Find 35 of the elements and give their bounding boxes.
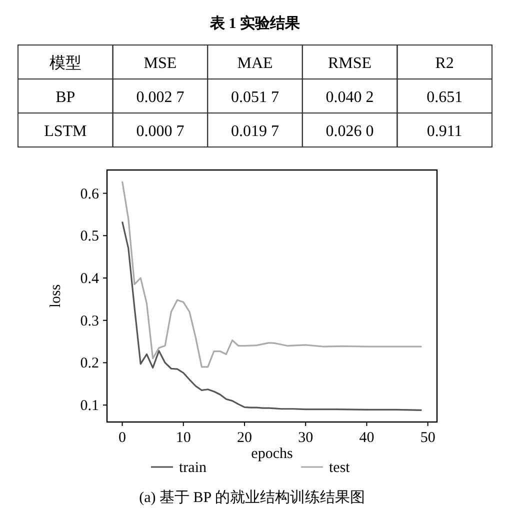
y-tick-label: 0.5 <box>80 228 99 245</box>
category-label: LSTM <box>44 123 87 140</box>
x-tick-label: 10 <box>176 430 191 446</box>
text: 表 1 实验结果 <box>209 14 301 32</box>
text: 0.651 <box>426 89 463 106</box>
category-label: RMSE <box>328 55 372 72</box>
x-tick-label: 20 <box>237 430 252 446</box>
line-series <box>121 180 423 368</box>
y-tick-label: 0.6 <box>80 186 100 202</box>
text: 0.026 0 <box>326 123 374 140</box>
y-tick-label: 0.1 <box>80 398 99 414</box>
x-tick-label: 50 <box>420 430 436 446</box>
text: 0.019 7 <box>231 123 279 140</box>
text: (a) 基于 BP 的就业结构训练结果图 <box>139 489 365 506</box>
y-tick-label: 0.2 <box>80 356 99 372</box>
text: 0.002 7 <box>136 89 184 106</box>
text: 0.051 7 <box>231 89 279 106</box>
y-axis-title: loss <box>48 284 64 308</box>
category-label: MAE <box>237 55 273 72</box>
category-label: MSE <box>144 55 177 72</box>
category-label: BP <box>56 89 76 106</box>
legend-label: train <box>179 460 207 476</box>
x-tick-label: 30 <box>298 430 314 446</box>
legend-label: test <box>329 460 351 476</box>
y-tick-label: 0.4 <box>80 271 100 287</box>
line-series <box>121 220 423 411</box>
y-tick-label: 0.3 <box>80 313 99 330</box>
text: 0.911 <box>426 123 462 140</box>
category-label: R2 <box>435 55 454 72</box>
x-tick-label: 0 <box>118 430 126 446</box>
x-axis-title: epochs <box>251 446 293 462</box>
x-tick-label: 40 <box>359 430 374 446</box>
text: 0.000 7 <box>136 123 184 140</box>
text: 0.040 2 <box>326 89 374 106</box>
text: 模型 <box>49 54 82 72</box>
